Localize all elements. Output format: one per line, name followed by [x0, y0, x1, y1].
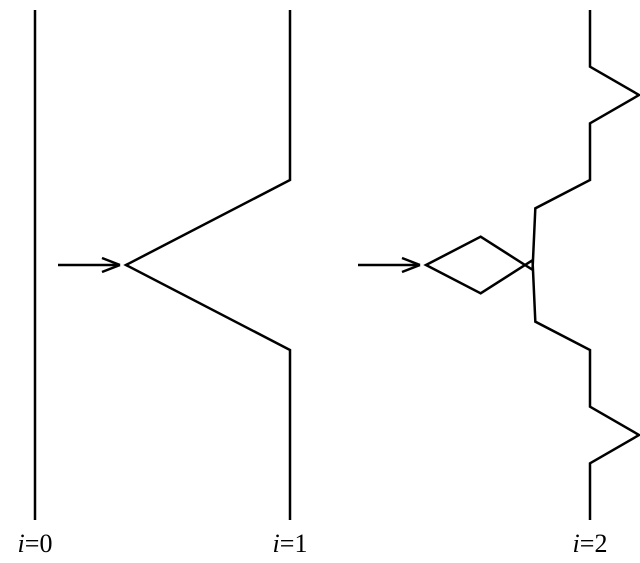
arrow-1: [358, 258, 420, 272]
iteration-label-2: i=2: [573, 529, 608, 558]
iteration-label-0: i=0: [18, 529, 53, 558]
iteration-label-1: i=1: [273, 529, 308, 558]
koch-curve-step-1: [126, 10, 290, 520]
arrow-0: [58, 258, 120, 272]
iteration-label-value: =2: [580, 529, 608, 558]
iteration-label-value: =1: [280, 529, 308, 558]
koch-iteration-diagram: i=0i=1i=2: [0, 0, 640, 563]
iteration-label-var: i: [573, 529, 580, 558]
iteration-label-var: i: [18, 529, 25, 558]
koch-curve-step-2: [426, 10, 639, 520]
iteration-label-var: i: [273, 529, 280, 558]
iteration-label-value: =0: [25, 529, 53, 558]
